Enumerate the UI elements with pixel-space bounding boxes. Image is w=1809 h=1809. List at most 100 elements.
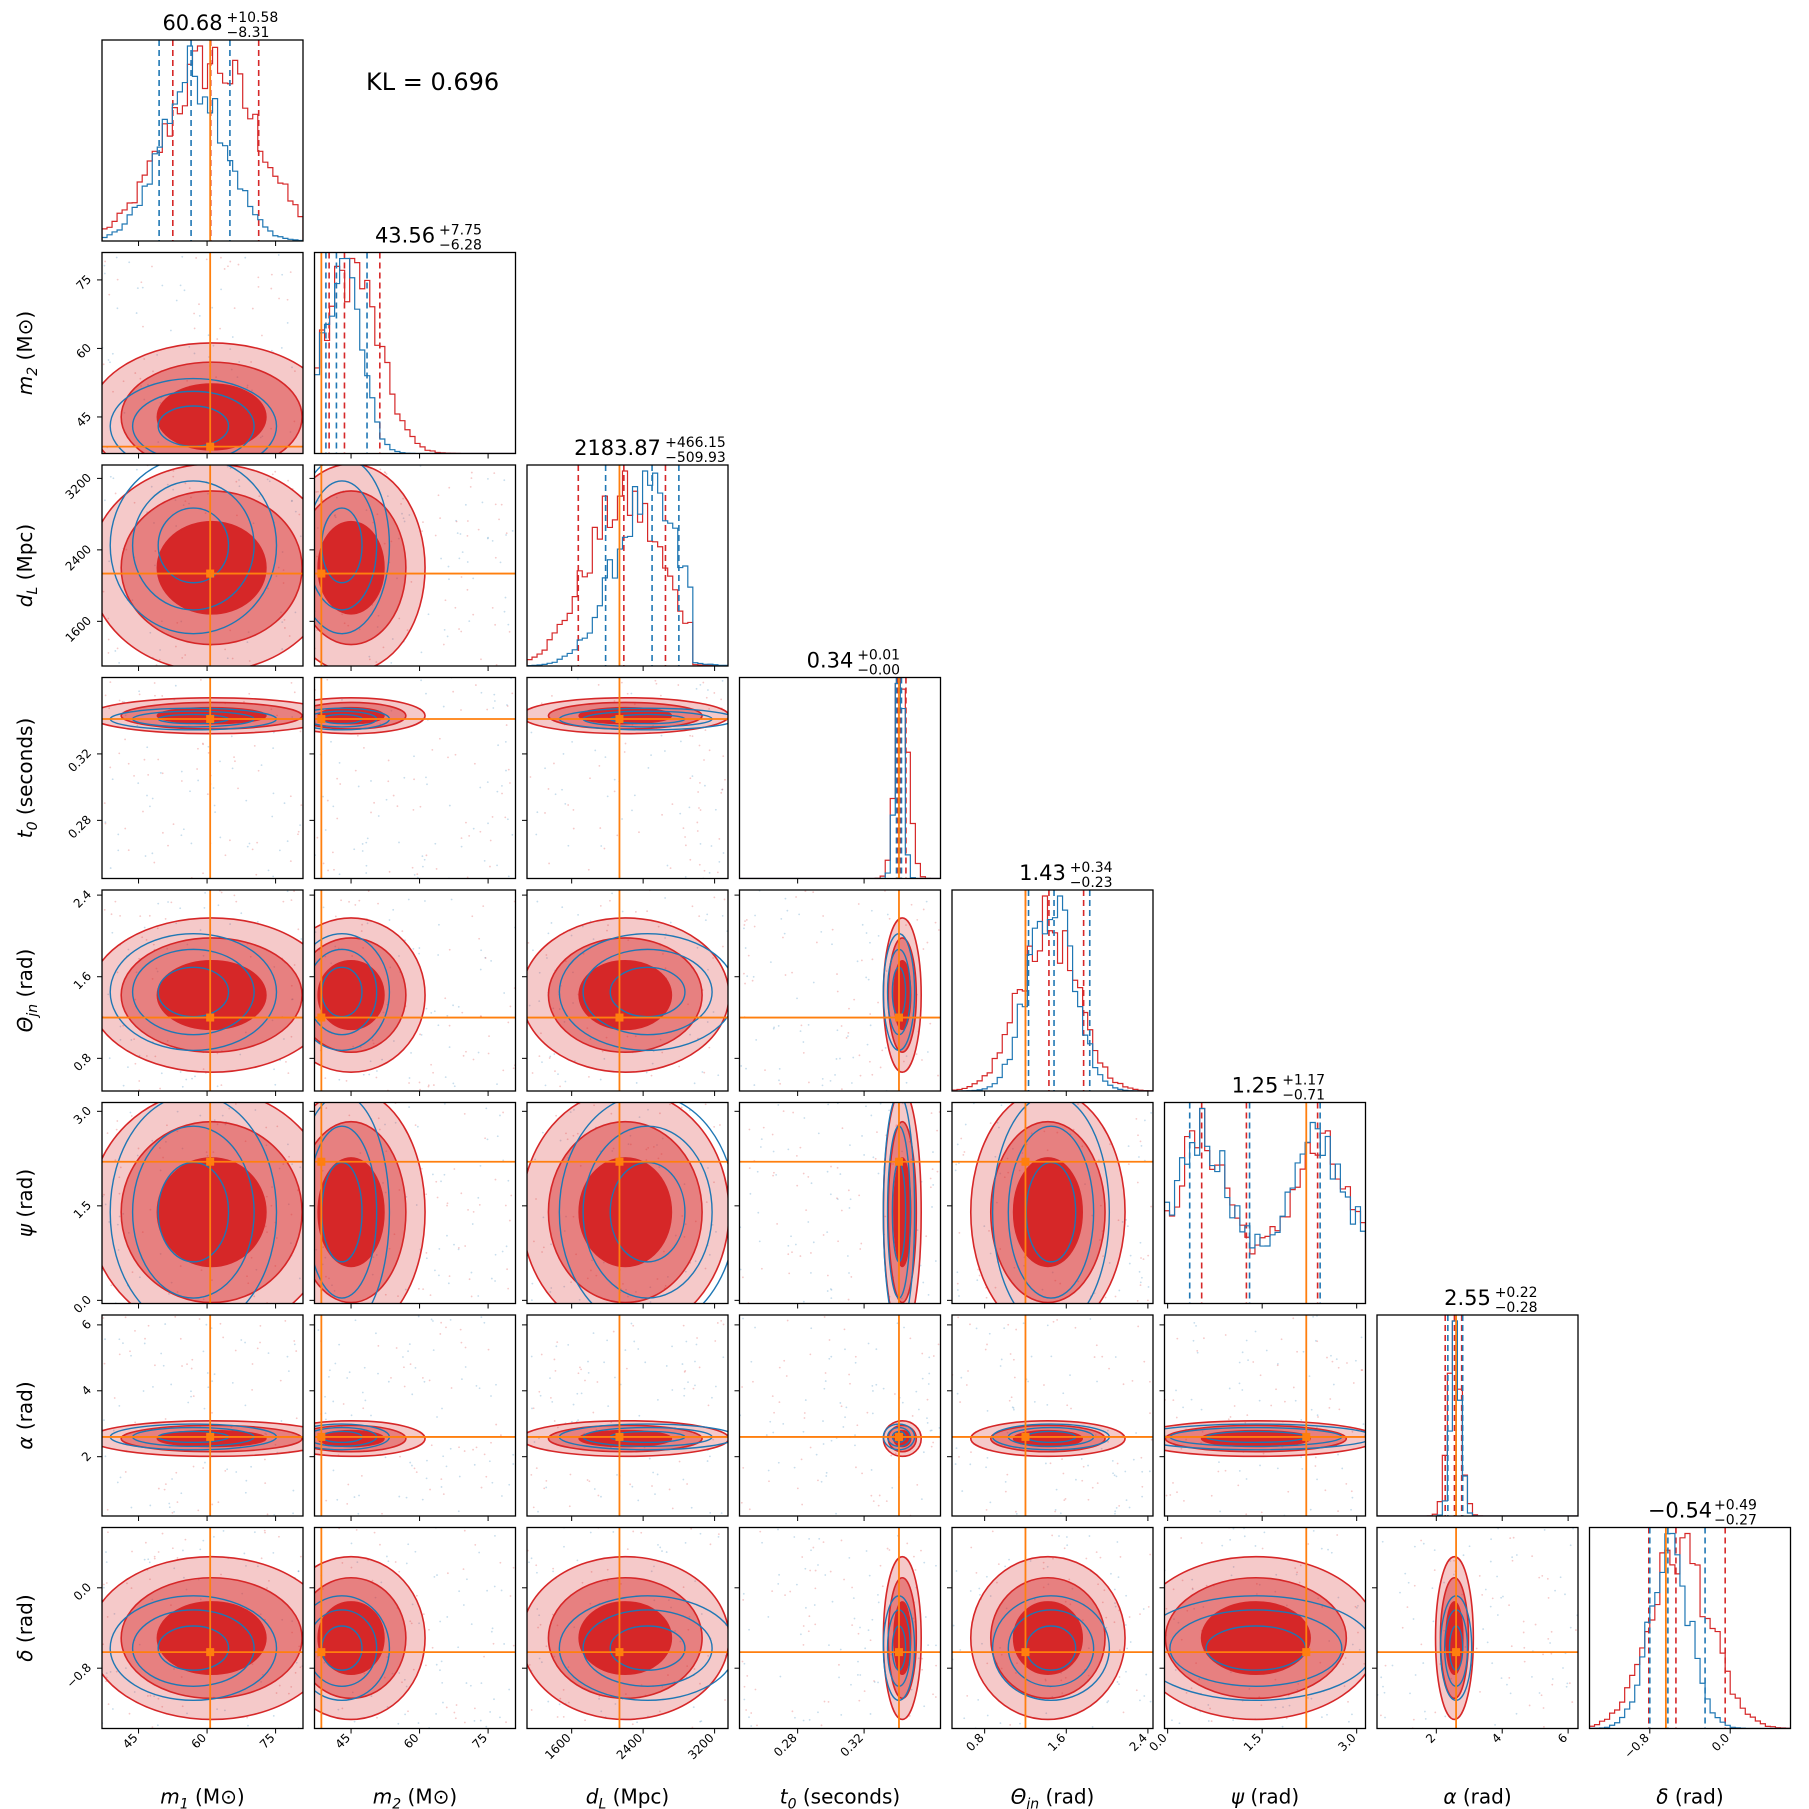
- sample-point: [787, 1148, 790, 1151]
- sample-point: [778, 1573, 781, 1576]
- sample-point: [584, 1379, 586, 1382]
- truth-marker: [615, 1157, 624, 1166]
- sample-point: [664, 967, 667, 970]
- sample-point: [1046, 1149, 1049, 1152]
- sample-point: [115, 256, 118, 259]
- sample-point: [144, 1541, 147, 1544]
- sample-point: [290, 1242, 292, 1245]
- sample-point: [593, 1104, 596, 1107]
- sample-point: [427, 1085, 430, 1088]
- sample-point: [778, 1079, 780, 1082]
- sample-point: [1107, 1441, 1109, 1443]
- sample-point: [595, 1274, 598, 1277]
- sample-point: [1351, 1430, 1354, 1433]
- panel-frame: [1163, 1101, 1367, 1305]
- sample-point: [1165, 1607, 1168, 1610]
- sample-point: [105, 1551, 107, 1553]
- sample-point: [175, 299, 178, 302]
- sample-point: [112, 390, 114, 393]
- sample-point: [470, 1623, 473, 1626]
- sample-point: [863, 1154, 866, 1156]
- sample-point: [410, 1622, 413, 1625]
- sample-point: [439, 1669, 441, 1672]
- sample-point: [1542, 1707, 1545, 1709]
- sample-point: [1119, 1556, 1122, 1558]
- sample-point: [442, 1493, 445, 1496]
- sample-point: [1198, 1678, 1201, 1680]
- sample-point: [458, 1590, 461, 1593]
- sample-point: [1245, 1339, 1248, 1342]
- sample-point: [864, 1647, 867, 1650]
- sample-point: [286, 840, 289, 843]
- sample-point: [1274, 1590, 1277, 1593]
- sample-point: [530, 1473, 533, 1476]
- sample-point: [831, 1600, 834, 1603]
- hist-panel-alpha: [1377, 1315, 1578, 1516]
- sample-point: [286, 1355, 289, 1358]
- sample-point: [294, 510, 297, 513]
- sample-point: [719, 1124, 721, 1126]
- sample-point: [246, 1716, 249, 1719]
- sample-point: [127, 762, 130, 765]
- sample-point: [407, 1350, 409, 1353]
- sample-point: [839, 1173, 842, 1175]
- sample-point: [229, 260, 232, 263]
- sample-point: [616, 1474, 618, 1476]
- sample-point: [799, 1146, 802, 1149]
- sample-point: [473, 1707, 476, 1710]
- sample-point: [1101, 1601, 1104, 1604]
- sample-point: [646, 910, 649, 913]
- sample-point: [1354, 1359, 1357, 1362]
- sample-point: [742, 1276, 744, 1279]
- sample-point: [274, 1443, 277, 1446]
- sample-point: [151, 852, 154, 855]
- sample-point: [1255, 1593, 1258, 1595]
- sample-point: [179, 284, 182, 287]
- sample-point: [828, 1644, 830, 1647]
- sample-point: [395, 1347, 398, 1349]
- sample-point: [1116, 1681, 1119, 1683]
- sample-point: [124, 714, 127, 717]
- sample-point: [804, 1567, 807, 1570]
- sample-point: [703, 869, 706, 872]
- sample-point: [722, 852, 725, 854]
- scatter-panel-m2-alpha: [314, 1315, 516, 1516]
- sample-point: [392, 908, 395, 911]
- sample-point: [826, 1231, 829, 1233]
- sample-point: [1146, 1299, 1149, 1302]
- truth-marker: [317, 1648, 326, 1657]
- sample-point: [176, 1110, 179, 1113]
- sample-point: [600, 1495, 602, 1498]
- sample-point: [1543, 1529, 1546, 1531]
- panel-frame: [1163, 1526, 1367, 1730]
- sample-point: [479, 830, 482, 833]
- blue-contour-level-1: [109, 1595, 278, 1702]
- sample-point: [356, 734, 359, 737]
- sample-point: [292, 1489, 295, 1492]
- sample-point: [1004, 1490, 1007, 1493]
- sample-point: [130, 1587, 133, 1590]
- scatter-panel-m1-dL: [102, 465, 303, 666]
- sample-point: [1232, 1719, 1235, 1722]
- sample-point: [216, 1708, 218, 1711]
- sample-point: [856, 1674, 859, 1676]
- sample-point: [325, 1107, 328, 1109]
- sample-point: [929, 1186, 932, 1189]
- sample-point: [1135, 1117, 1138, 1120]
- sample-point: [1043, 1384, 1045, 1386]
- sample-point: [1114, 1295, 1117, 1298]
- sample-point: [611, 892, 613, 895]
- scatter-panel-t0-psi: [739, 1102, 941, 1304]
- sample-point: [299, 535, 302, 538]
- sample-point: [379, 468, 382, 471]
- blue-contour-level-3: [609, 1625, 686, 1671]
- sample-point: [432, 1320, 434, 1322]
- sample-point: [791, 1710, 794, 1713]
- sample-point: [1547, 1597, 1550, 1599]
- sample-point: [1143, 1119, 1146, 1122]
- sample-point: [102, 1317, 105, 1319]
- sample-point: [193, 352, 196, 355]
- sample-point: [967, 1370, 969, 1372]
- sample-point: [1549, 1642, 1552, 1644]
- scatter-panel-t0-alpha: [739, 1315, 941, 1516]
